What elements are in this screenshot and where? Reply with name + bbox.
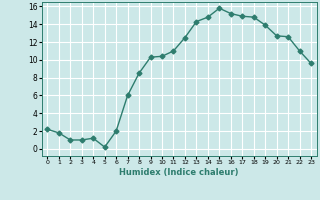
X-axis label: Humidex (Indice chaleur): Humidex (Indice chaleur) xyxy=(119,168,239,177)
